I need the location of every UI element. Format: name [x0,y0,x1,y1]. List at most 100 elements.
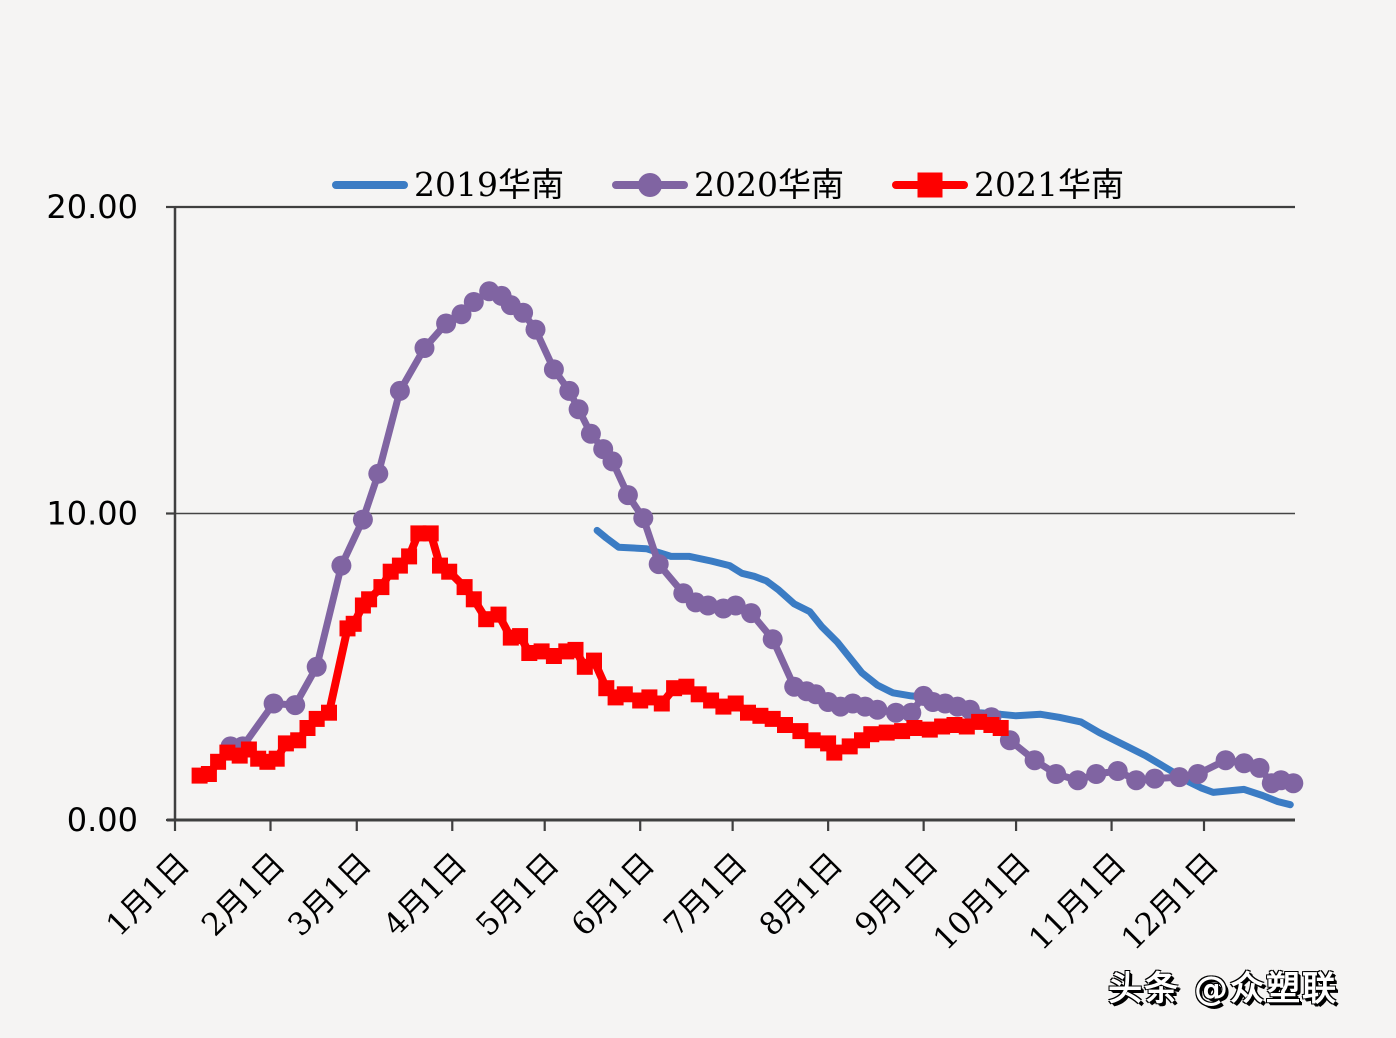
x-axis-label: 7月1日 [657,846,754,943]
chart-legend: 2019华南 2020华南 2021华南 [0,168,1396,201]
series-marker-2021华南 [764,710,781,727]
series-marker-2020华南 [885,702,906,723]
legend-label-2021: 2021华南 [973,165,1124,204]
series-marker-2020华南 [1249,757,1270,778]
series-marker-2020华南 [1169,767,1190,788]
series-marker-2020华南 [513,302,534,323]
series-marker-2021华南 [456,579,473,596]
y-axis-label: 0.00 [67,801,138,839]
series-marker-2020华南 [285,695,306,716]
series-marker-2021华南 [277,735,294,752]
series-marker-2020华南 [602,451,623,472]
series-marker-2021华南 [401,548,418,565]
series-marker-2021华南 [653,695,670,712]
series-marker-2021华南 [715,698,732,715]
series-marker-2021华南 [490,606,507,623]
legend-line-sample-2020 [612,172,688,198]
series-marker-2021华南 [521,645,538,661]
series-marker-2021华南 [946,717,963,733]
series-marker-2020华南 [306,656,327,677]
series-marker-2021华南 [345,615,362,632]
series-marker-2020华南 [263,693,284,714]
watermark-text: 头条 @众塑联 [1108,969,1338,1009]
series-marker-2021华南 [616,686,633,703]
x-axis-label: 12月1日 [1115,846,1226,957]
series-marker-2020华南 [1086,764,1107,784]
series-marker-2020华南 [389,380,410,401]
series-marker-2020华南 [368,463,389,484]
legend-label-2020: 2020华南 [694,165,844,204]
series-marker-2021华南 [958,718,975,735]
x-axis-label: 2月1日 [195,846,292,943]
series-marker-2021华南 [545,648,562,664]
series-marker-2021华南 [906,720,923,736]
series-marker-2021华南 [826,744,843,761]
series-marker-2020华南 [352,509,373,530]
series-marker-2020华南 [1046,764,1067,784]
x-axis-label: 11月1日 [1022,846,1133,957]
series-marker-2020华南 [741,603,762,624]
series-marker-2021华南 [219,744,236,761]
x-axis-label: 1月1日 [99,846,196,943]
x-axis-label: 6月1日 [565,846,662,943]
series-marker-2021华南 [533,643,550,660]
series-marker-2020华南 [436,313,457,334]
series-marker-2020华南 [559,380,580,401]
series-marker-2021华南 [586,652,602,669]
series-marker-2021华南 [804,732,821,749]
series-marker-2020华南 [617,485,638,506]
series-marker-2020华南 [525,319,546,340]
series-marker-2021华南 [512,628,529,645]
series-marker-2021华南 [921,721,938,738]
series-marker-2021华南 [690,686,707,703]
series-marker-2021华南 [894,723,911,740]
series-marker-2021华南 [422,525,439,542]
series-marker-2020华南 [725,595,746,616]
series-marker-2021华南 [373,579,390,596]
series-marker-2021华南 [200,766,217,782]
series-marker-2021华南 [410,525,427,542]
x-axis-label: 5月1日 [469,846,566,943]
series-marker-2021华南 [878,724,895,741]
series-marker-2020华南 [568,399,589,420]
series-marker-2021华南 [641,689,658,706]
series-marker-2021华南 [703,692,720,709]
legend-line-sample-2019 [332,172,409,198]
series-marker-2021华南 [752,707,769,724]
y-axis-label: 20.00 [46,188,138,226]
series-marker-2020华南 [1144,768,1165,789]
series-marker-2020华南 [698,595,718,616]
series-marker-2020华南 [580,423,601,444]
series-marker-2020华南 [451,304,472,325]
y-axis-label: 10.00 [46,495,138,533]
series-marker-2021华南 [308,710,325,727]
series-marker-2021华南 [567,641,584,658]
series-marker-2020华南 [463,292,484,312]
series-marker-2020华南 [1215,750,1236,771]
series-marker-2021华南 [321,704,337,721]
x-axis-label: 8月1日 [753,846,850,943]
series-marker-2021华南 [361,591,378,608]
series-marker-2020华南 [1187,764,1208,784]
series-marker-2020华南 [1067,770,1088,791]
series-marker-2021华南 [992,720,1009,736]
x-axis-label: 3月1日 [281,846,378,943]
series-marker-2021华南 [740,704,756,721]
legend-line-sample-2021 [891,172,968,198]
series-marker-2021华南 [666,680,683,697]
series-marker-2020华南 [867,699,888,720]
x-axis-label: 10月1日 [927,846,1038,957]
series-marker-2020华南 [1107,761,1128,781]
series-marker-2020华南 [1126,770,1147,791]
legend-label-2019: 2019华南 [414,165,564,204]
series-marker-2021华南 [792,723,809,740]
series-marker-2020华南 [648,554,669,575]
series-marker-2021华南 [678,678,695,695]
series-marker-2020华南 [1024,750,1045,771]
series-marker-2021华南 [465,591,482,608]
series-marker-2021华南 [934,718,951,735]
series-marker-2021华南 [268,750,285,767]
series-marker-2021华南 [441,563,458,580]
